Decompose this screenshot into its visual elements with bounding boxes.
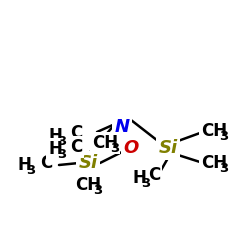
Text: CH: CH <box>92 134 118 152</box>
Text: H: H <box>132 169 146 187</box>
Text: CH: CH <box>201 154 227 172</box>
Text: C: C <box>70 138 82 156</box>
Text: 3: 3 <box>219 130 228 143</box>
Text: 3: 3 <box>58 135 67 148</box>
Text: 3: 3 <box>110 142 119 155</box>
Text: C: C <box>148 166 160 184</box>
Text: CH: CH <box>201 122 227 140</box>
Text: N: N <box>114 118 130 136</box>
Text: 3: 3 <box>93 184 102 197</box>
Text: H: H <box>48 140 62 158</box>
Text: 3: 3 <box>58 148 67 161</box>
Text: Si: Si <box>158 139 178 157</box>
Text: 3: 3 <box>26 164 36 177</box>
Text: CH: CH <box>75 176 101 194</box>
Text: C: C <box>40 154 52 172</box>
Text: H: H <box>17 156 31 174</box>
Text: H: H <box>48 127 62 145</box>
Text: 3: 3 <box>219 162 228 175</box>
Text: O: O <box>124 139 138 157</box>
Text: 3: 3 <box>142 177 151 190</box>
Text: C: C <box>70 124 82 142</box>
Text: Si: Si <box>78 154 98 172</box>
